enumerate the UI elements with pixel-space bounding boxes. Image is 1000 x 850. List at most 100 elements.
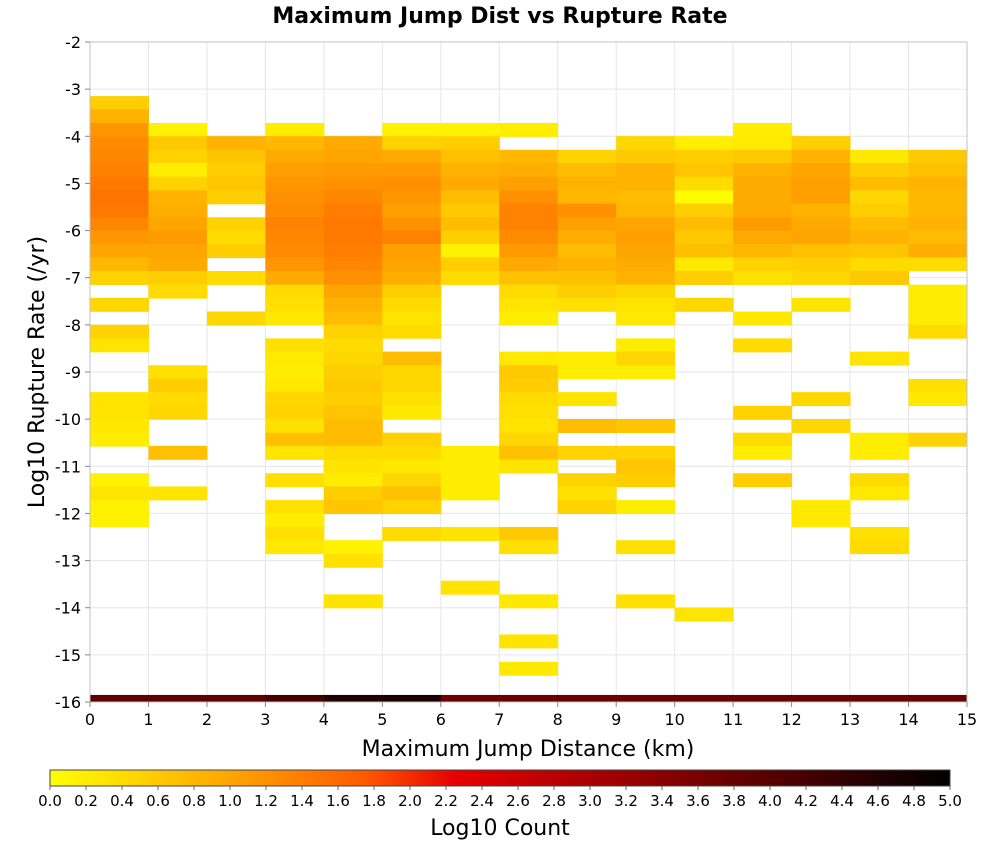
heatmap-cell [733,473,793,488]
heatmap-cell [499,445,559,460]
heatmap-cell [557,486,617,501]
heatmap-cell [908,311,968,326]
heatmap-cell [557,176,617,191]
heatmap-cell [850,432,910,447]
y-tick-label: -7 [65,269,81,288]
heatmap-cell [616,365,676,380]
heatmap-cell [382,284,442,299]
heatmap-cell [733,176,793,191]
colorbar-tick-label: 5.0 [938,792,962,810]
y-tick-label: -9 [65,363,81,382]
y-tick-label: -5 [65,174,81,193]
heatmap-cell [265,311,325,326]
heatmap-cell [323,203,383,218]
heatmap-cell [616,163,676,177]
heatmap-cell [206,190,266,205]
heatmap-cell [850,176,910,191]
heatmap-cell [616,284,676,299]
heatmap-cell [206,244,266,259]
y-tick-label: -6 [65,222,81,241]
heatmap-cell [616,136,676,151]
heatmap-cell [265,500,325,515]
heatmap-cell [148,136,208,151]
heatmap-cell [148,244,208,259]
y-tick-label: -12 [55,504,81,523]
heatmap-cell [499,378,559,393]
heatmap-cell [440,244,500,259]
heatmap-cell [323,244,383,259]
heatmap-cell [382,297,442,312]
heatmap-cell [733,190,793,205]
heatmap-cell [265,513,325,528]
heatmap-cell [90,163,149,177]
heatmap-cell [148,445,208,460]
heatmap-cell [499,244,559,259]
heatmap-cells [90,96,968,676]
heatmap-cell [791,392,851,407]
heatmap-cell [265,351,325,366]
y-tick-label: -4 [65,127,81,146]
heatmap-cell [499,351,559,366]
heatmap-cell [148,365,208,380]
heatmap-cell [382,203,442,218]
heatmap-cell [499,217,559,232]
colorbar-tick-label: 4.8 [902,792,926,810]
heatmap-cell [90,419,149,433]
x-tick-label: 4 [319,710,329,729]
heatmap-cell [440,149,500,164]
heatmap-cell [733,149,793,164]
heatmap-cell [557,203,617,218]
heatmap-cell [440,459,500,474]
heatmap-cell [557,297,617,312]
heatmap-cell [90,500,149,515]
heatmap-cell [791,203,851,218]
heatmap-cell [382,217,442,232]
heatmap-cell [206,270,266,285]
heatmap-cell [616,230,676,245]
x-tick-label: 8 [553,710,563,729]
heatmap-cell [148,284,208,299]
heatmap-cell [850,270,910,285]
heatmap-cell [499,190,559,205]
heatmap-cell [90,486,149,501]
heatmap-cell [674,203,734,218]
heatmap-cell [674,163,734,177]
heatmap-cell [323,270,383,285]
x-tick-label: 2 [202,710,212,729]
heatmap-cell [90,324,149,339]
heatmap-cell [557,500,617,515]
heatmap-cell [499,540,559,555]
x-tick-label: 5 [377,710,387,729]
heatmap-cell [791,149,851,164]
heatmap-cell [265,257,325,272]
heatmap-cell [850,486,910,501]
heatmap-cell [499,257,559,272]
heatmap-cell [499,392,559,407]
heatmap-cell [850,163,910,177]
heatmap-cell [850,473,910,488]
heatmap-cell [674,244,734,259]
heatmap-cell [148,392,208,407]
heatmap-cell-bottom-band [440,694,968,702]
heatmap-cell [733,445,793,460]
heatmap-cell [323,553,383,568]
heatmap-cell [323,338,383,353]
heatmap-cell-bottom-band [382,694,442,702]
heatmap-cell [323,324,383,339]
heatmap-cell [382,365,442,380]
heatmap-cell [908,176,968,191]
heatmap-cell [440,136,500,151]
heatmap-cell [323,176,383,191]
heatmap-cell [616,190,676,205]
heatmap-cell [148,230,208,245]
heatmap-cell [440,270,500,285]
heatmap-cell [90,513,149,528]
heatmap-cell [90,190,149,205]
heatmap-cell [674,176,734,191]
heatmap-cell [908,230,968,245]
heatmap-cell [908,190,968,205]
heatmap-cell [791,500,851,515]
heatmap-cell [616,338,676,353]
heatmap-cell [323,257,383,272]
heatmap-cell [850,445,910,460]
